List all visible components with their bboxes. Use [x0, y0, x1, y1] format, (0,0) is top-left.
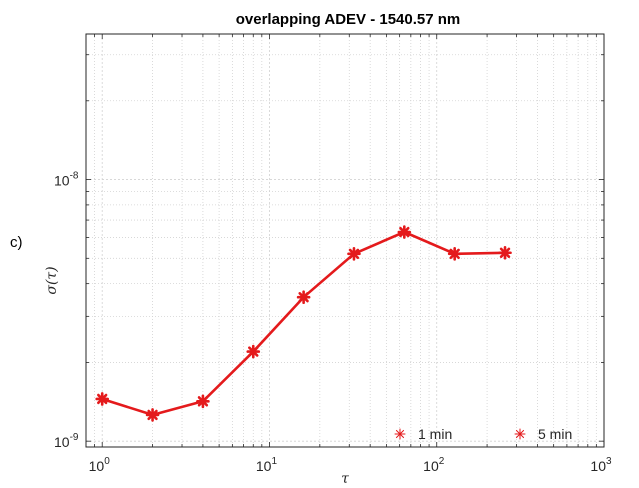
data-point-marker: [498, 245, 512, 260]
legend-label: 1 min: [418, 426, 452, 442]
data-point-marker: [246, 344, 261, 359]
legend-label: 5 min: [538, 426, 572, 442]
data-point-marker: [397, 225, 412, 239]
y-tick-label: 10-9: [54, 432, 79, 450]
x-tick-label: 103: [590, 456, 612, 474]
panel-label: c): [10, 234, 23, 251]
grid: [85, 34, 605, 447]
y-tick-label: 10-8: [54, 171, 79, 189]
axis-ticks: [85, 34, 605, 447]
y-axis-label: σ(τ): [44, 266, 60, 294]
data-point-marker: [447, 247, 462, 261]
data-point-marker: [394, 428, 406, 440]
data-point-marker: [196, 394, 210, 409]
data-point-marker: [145, 408, 160, 422]
series-line: [101, 230, 506, 417]
data-point-marker: [514, 428, 526, 440]
data-point-marker: [95, 392, 110, 406]
data-point-marker: [296, 290, 311, 305]
x-tick-label: 100: [89, 456, 111, 474]
x-axis-label: τ: [341, 471, 349, 487]
x-tick-label: 102: [423, 456, 445, 474]
plot-area: [85, 33, 605, 448]
x-tick-label: 101: [256, 456, 278, 474]
x-tick-labels: 100 101 102 103: [89, 456, 612, 474]
series-layer: [95, 225, 512, 422]
y-tick-labels: 10-9 10-8: [54, 171, 79, 451]
data-point-marker: [347, 247, 361, 261]
legend: 1 min 5 min: [394, 426, 572, 442]
chart-title: overlapping ADEV - 1540.57 nm: [236, 11, 461, 28]
